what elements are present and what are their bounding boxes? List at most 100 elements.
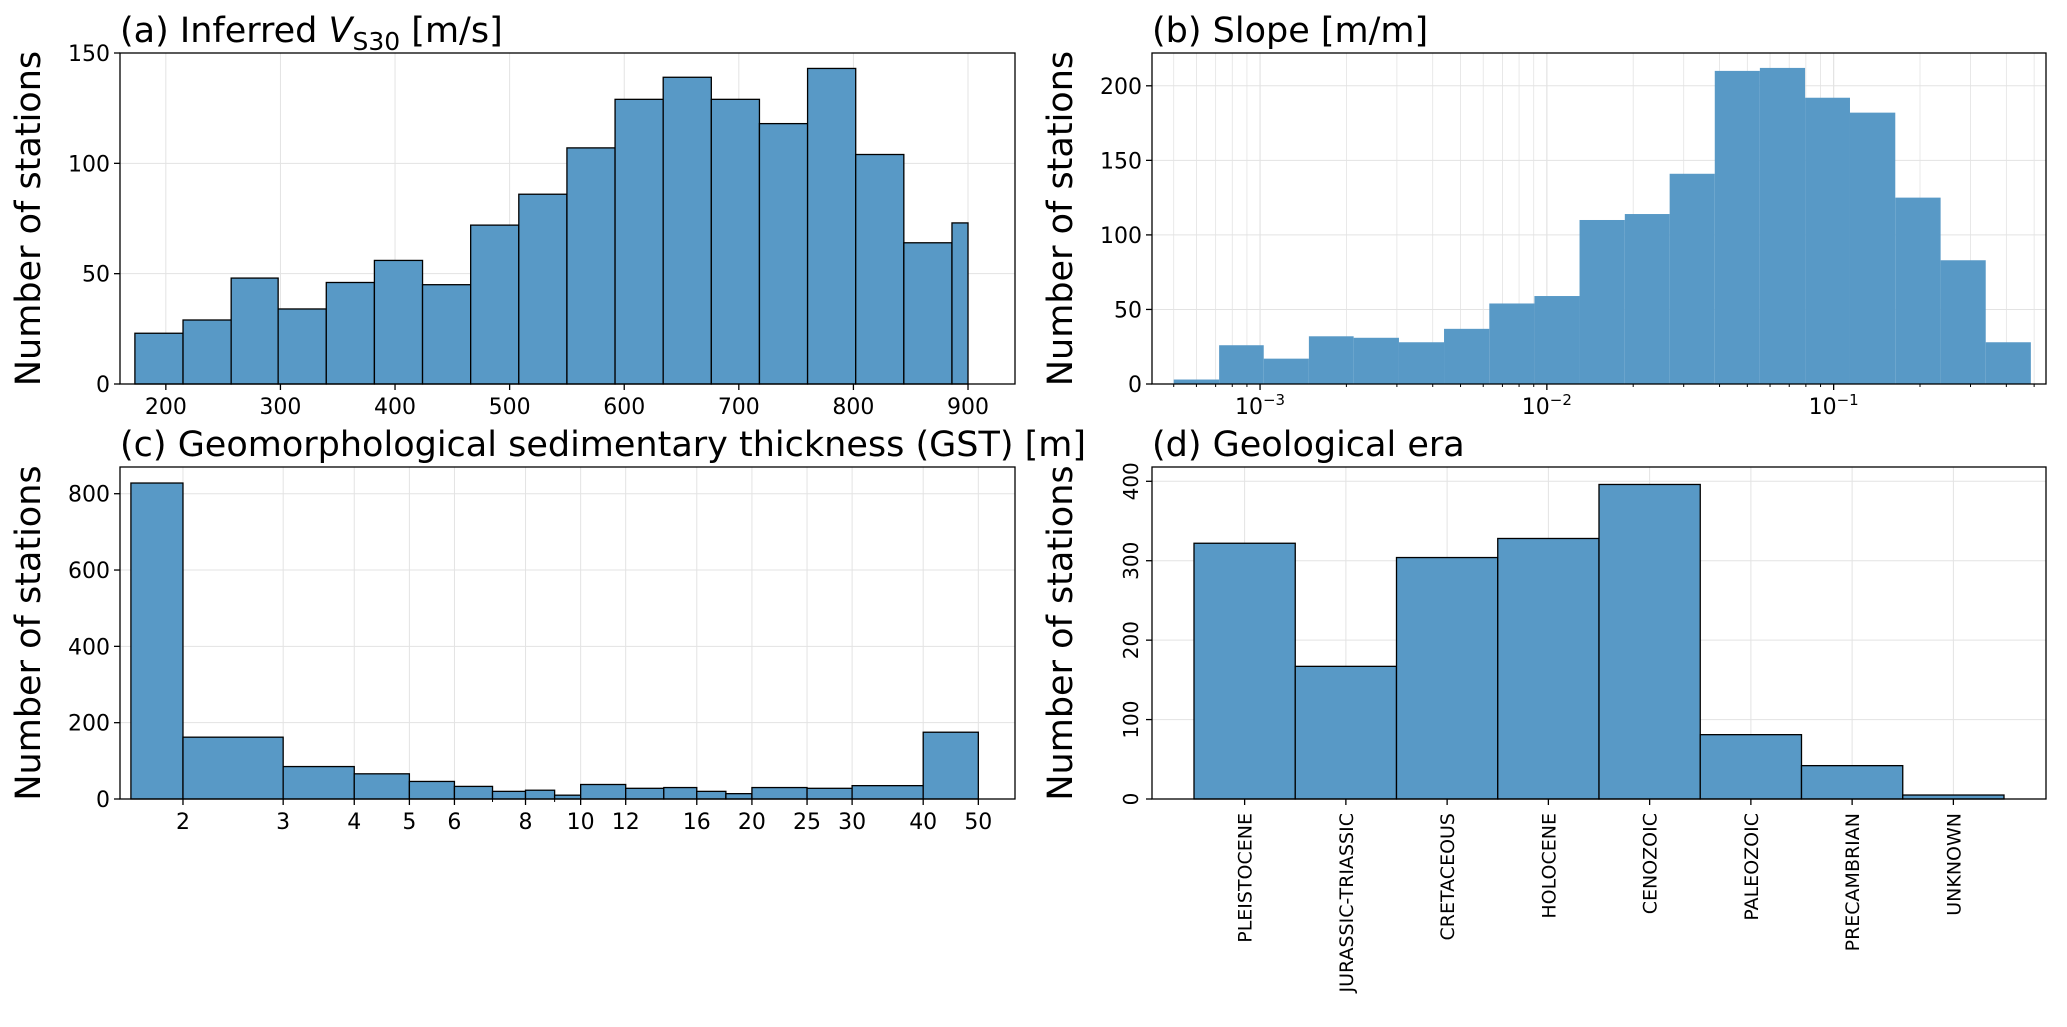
y-axis-label: Number of stations xyxy=(1041,51,1081,386)
x-tick-label: 700 xyxy=(718,395,760,420)
y-tick-label: 0 xyxy=(96,788,110,813)
x-tick-label: 10−3 xyxy=(1235,391,1285,420)
bar xyxy=(662,76,712,385)
y-tick-label: 0 xyxy=(96,373,110,398)
bar xyxy=(1219,345,1264,384)
bar xyxy=(566,147,616,385)
bar xyxy=(1985,342,2031,384)
x-tick-label: 800 xyxy=(832,395,874,420)
bar xyxy=(325,281,376,385)
y-ticks: 0 50 100 150 xyxy=(68,42,120,398)
x-tick-label: 16 xyxy=(683,810,711,835)
y-ticks: 0 50 100 150 200 xyxy=(1100,75,1152,398)
y-tick-label: 0 xyxy=(1128,373,1142,398)
bars xyxy=(1173,67,2031,384)
x-ticks: 200 300 400 500 600 700 800 900 xyxy=(145,384,989,420)
panel-title: (c) Geomorphological sedimentary thickne… xyxy=(120,425,1086,465)
x-tick-label: 4 xyxy=(347,810,361,835)
x-ticks: 2 3 4 5 6 8 10 12 16 20 25 30 40 50 xyxy=(176,799,992,835)
bar xyxy=(1669,173,1715,384)
bar xyxy=(951,222,969,385)
bar xyxy=(130,482,184,800)
y-axis-label: Number of stations xyxy=(9,51,49,386)
bar xyxy=(421,284,472,385)
x-tick-label: PRECAMBRIAN xyxy=(1842,813,1864,951)
axes-frame xyxy=(119,466,1016,800)
bar xyxy=(614,98,664,385)
bar xyxy=(806,67,857,385)
x-tick-label: 900 xyxy=(947,395,989,420)
y-tick-label: 800 xyxy=(68,483,110,508)
bar xyxy=(134,332,184,385)
bar xyxy=(855,153,905,385)
y-tick-label: 400 xyxy=(68,635,110,660)
bar xyxy=(353,773,411,800)
y-tick-label: 0 xyxy=(1119,793,1143,806)
y-tick-label: 200 xyxy=(1100,75,1142,100)
bar xyxy=(1579,219,1625,384)
x-tick-label: CENOZOIC xyxy=(1640,813,1662,914)
bar xyxy=(758,122,809,385)
bars xyxy=(1193,483,2005,800)
bar xyxy=(851,784,924,800)
y-tick-label: 400 xyxy=(1119,462,1143,500)
x-tick-label: 2 xyxy=(176,810,190,835)
bar xyxy=(1398,342,1445,384)
bar xyxy=(903,242,953,385)
x-tick-label: 20 xyxy=(738,810,766,835)
bar xyxy=(1714,70,1760,384)
y-tick-label: 200 xyxy=(1119,621,1143,659)
bar xyxy=(1294,665,1398,800)
bar xyxy=(518,193,568,385)
bar xyxy=(1534,296,1580,384)
bar xyxy=(725,793,753,800)
bar xyxy=(625,787,665,800)
panel-a-vs30-histogram: 0 50 100 150 200 300 400 500 600 700 800 900 Number … xyxy=(9,11,1016,420)
x-tick-label: 400 xyxy=(374,395,416,420)
y-axis-label: Number of stations xyxy=(1041,465,1081,800)
x-tick-label: 25 xyxy=(793,810,821,835)
bar xyxy=(710,98,761,385)
bars xyxy=(134,67,969,385)
x-tick-label: 10−1 xyxy=(1809,391,1859,420)
x-tick-label: 5 xyxy=(402,810,416,835)
bar xyxy=(1849,112,1896,384)
bar xyxy=(922,731,979,800)
bar xyxy=(1800,764,1904,800)
panel-title: (d) Geological era xyxy=(1152,425,1465,465)
x-tick-label: CRETACEOUS xyxy=(1437,813,1459,940)
bars xyxy=(130,482,979,800)
bar xyxy=(696,790,727,800)
y-axis-label: Number of stations xyxy=(9,465,49,800)
x-tick-label: 10−2 xyxy=(1522,391,1572,420)
panel-title: (a) Inferred VS30 [m/s] xyxy=(120,11,503,56)
bar xyxy=(806,787,853,800)
x-tick-label: PALEOZOIC xyxy=(1741,813,1763,921)
bar xyxy=(1308,336,1354,384)
bar xyxy=(282,765,355,800)
bar xyxy=(1489,303,1535,384)
bar xyxy=(1624,214,1670,384)
bar xyxy=(1805,97,1850,384)
bar xyxy=(230,277,279,385)
bar xyxy=(1395,556,1499,800)
y-tick-label: 100 xyxy=(1119,700,1143,738)
axes-frame xyxy=(1151,466,2047,800)
bar xyxy=(663,786,698,800)
y-tick-label: 50 xyxy=(82,263,110,288)
bar xyxy=(524,789,556,800)
bar xyxy=(1699,734,1803,800)
x-tick-label: 600 xyxy=(603,395,645,420)
bar xyxy=(1193,542,1296,800)
bar xyxy=(580,783,627,800)
y-tick-label: 100 xyxy=(1100,224,1142,249)
bar xyxy=(408,780,456,800)
x-tick-label: UNKNOWN xyxy=(1943,813,1965,916)
bar xyxy=(1444,328,1490,384)
x-tick-label: 3 xyxy=(276,810,290,835)
y-ticks: 0 200 400 600 800 xyxy=(68,483,120,813)
x-tick-label: 300 xyxy=(259,395,301,420)
y-tick-label: 150 xyxy=(1100,149,1142,174)
axes-frame xyxy=(1151,52,2047,385)
panel-d-geological-era-histogram: 0 100 200 300 400 PLEISTOCENE JURASSIC-TRIASSI… xyxy=(1041,425,2047,993)
